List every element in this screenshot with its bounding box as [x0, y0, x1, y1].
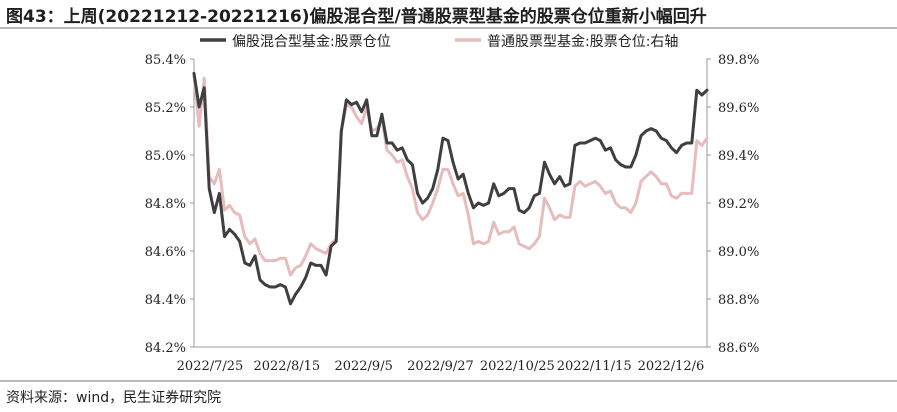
axes: 84.2% 84.4% 84.6% 84.8% 85.0% 85.2% 85.4% 88.6%…: [145, 53, 760, 374]
x-tick-label: 2022/12/6: [638, 359, 705, 374]
left-tick-label: 85.0%: [145, 149, 186, 164]
chart-title: 图43：上周(20221212-20221216)偏股混合型/普通股票型基金的股…: [6, 7, 707, 27]
right-tick-label: 89.6%: [718, 101, 759, 116]
legend-label: 偏股混合型基金:股票仓位: [232, 33, 391, 50]
left-tick-label: 84.2%: [145, 341, 186, 356]
source-divider: [0, 380, 897, 382]
x-tick-label: 2022/7/25: [177, 359, 244, 374]
source-note: 资料来源：wind，民生证券研究院: [6, 390, 222, 406]
x-tick-label: 2022/10/25: [480, 359, 555, 374]
left-tick-label: 85.4%: [145, 53, 186, 68]
x-tick-label: 2022/11/15: [557, 359, 632, 374]
left-tick-label: 84.8%: [145, 197, 186, 212]
right-tick-label: 88.8%: [718, 293, 759, 308]
right-tick-label: 88.6%: [718, 341, 759, 356]
series-lines: [192, 71, 709, 306]
x-tick-label: 2022/9/5: [334, 359, 392, 374]
right-tick-label: 89.0%: [718, 245, 759, 260]
series-line-stock-fund: [192, 74, 709, 277]
right-tick-label: 89.8%: [718, 53, 759, 68]
right-tick-label: 89.2%: [718, 197, 759, 212]
x-tick-label: 2022/9/27: [407, 359, 474, 374]
right-tick-label: 89.4%: [718, 149, 759, 164]
legend: 偏股混合型基金:股票仓位 普通股票型基金:股票仓位:右轴: [200, 33, 678, 50]
left-tick-label: 84.6%: [145, 245, 186, 260]
x-tick-label: 2022/8/15: [253, 359, 320, 374]
left-tick-label: 84.4%: [145, 293, 186, 308]
series-line-mixed-fund: [192, 71, 709, 306]
title-divider: [0, 27, 897, 29]
left-tick-label: 85.2%: [145, 101, 186, 116]
legend-label: 普通股票型基金:股票仓位:右轴: [487, 33, 678, 50]
